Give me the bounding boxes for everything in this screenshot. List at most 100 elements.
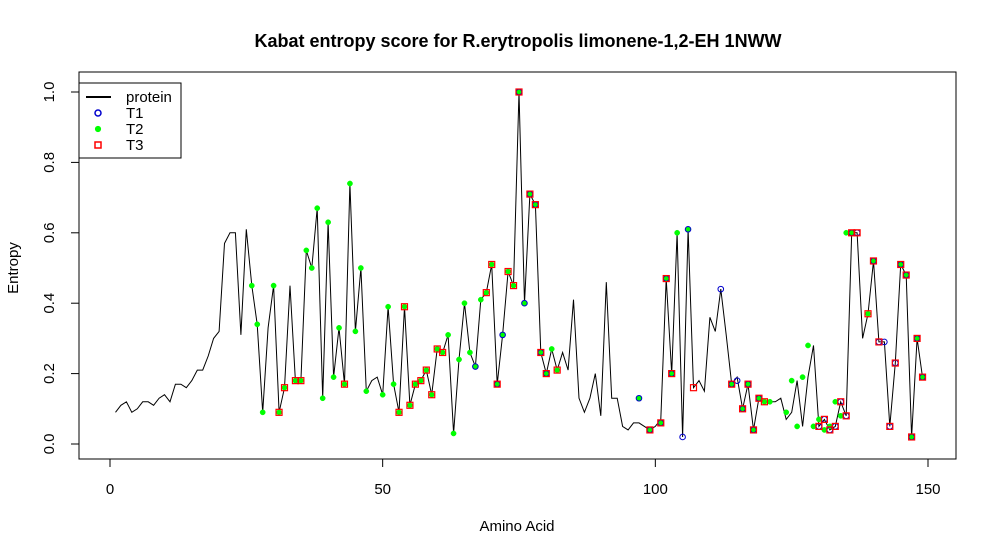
t3-point [837, 398, 845, 406]
t3-point [275, 408, 283, 416]
t1-point [717, 285, 725, 293]
t3-point [853, 229, 861, 237]
t3-point [515, 88, 523, 96]
t3-point [902, 271, 910, 279]
t2-point [450, 430, 457, 437]
t2-point [308, 265, 315, 271]
t2-point [358, 265, 364, 271]
legend-symbol-t3 [94, 141, 102, 149]
t3-point [526, 190, 534, 198]
t1-point [679, 433, 686, 441]
t1-series-points [472, 88, 926, 441]
legend-label-t1: T1 [126, 105, 144, 122]
y-tick-label: 0.6 [41, 222, 58, 243]
t2-point [439, 349, 446, 356]
t2-point [248, 282, 255, 289]
y-axis-label: Entropy [5, 242, 22, 294]
t2-point [428, 391, 435, 398]
y-tick-label: 0.8 [41, 152, 58, 173]
y-tick-label: 0.2 [41, 363, 58, 384]
t2-point [390, 381, 397, 388]
t3-point [760, 398, 769, 406]
y-tick-label: 0.4 [41, 293, 58, 314]
y-tick-label: 0.0 [41, 434, 58, 455]
t3-series-points [275, 88, 927, 441]
t2-point [816, 416, 822, 423]
t3-point [842, 412, 850, 420]
t2-point [325, 219, 331, 226]
t2-point [254, 321, 261, 328]
t3-point [509, 282, 518, 290]
t2-point [837, 412, 844, 419]
t3-point [749, 426, 758, 434]
t1-point [521, 299, 528, 307]
t3-point [886, 422, 894, 430]
x-axis-label: Amino Acid [479, 518, 554, 535]
t3-point [815, 422, 823, 430]
x-axis: 0 50 100 150 [106, 458, 941, 498]
x-tick-label: 0 [106, 481, 114, 498]
t2-point [461, 300, 468, 307]
t3-point [897, 260, 905, 269]
t2-point [396, 409, 402, 416]
t3-point [400, 303, 409, 311]
legend-label-t3: T3 [126, 137, 144, 154]
y-axis: 0.0 0.2 0.4 0.6 0.8 1.0 [41, 82, 80, 455]
t2-point [794, 423, 800, 430]
t3-point [504, 267, 512, 276]
t3-point [820, 415, 828, 423]
t2-point [445, 332, 451, 338]
t2-point [292, 377, 299, 384]
t3-point [482, 289, 490, 297]
t2-point [767, 398, 773, 405]
t3-point [744, 380, 752, 388]
t3-point [864, 310, 872, 318]
t3-point [395, 408, 403, 416]
t2-point [483, 289, 490, 296]
chart-title: Kabat entropy score for R.erytropolis li… [254, 31, 781, 51]
t3-point [831, 422, 839, 430]
t1-point [472, 363, 479, 370]
t2-point [554, 367, 561, 373]
t3-point [531, 201, 539, 209]
t2-point [783, 409, 790, 416]
t3-point [422, 366, 430, 374]
t2-point [761, 398, 768, 405]
t2-point [674, 229, 680, 236]
t3-point [537, 348, 545, 357]
legend-box [78, 82, 182, 159]
t2-point [319, 395, 326, 402]
t2-point [477, 296, 484, 303]
t2-point [341, 381, 348, 388]
protein-series-line [115, 91, 923, 438]
t2-point [417, 377, 424, 384]
legend-symbol-t1 [94, 109, 102, 117]
t3-point [891, 359, 899, 367]
t2-point [799, 374, 806, 380]
t2-point [412, 381, 419, 388]
t3-point [340, 380, 349, 388]
x-tick-label: 50 [374, 481, 391, 498]
x-tick-label: 100 [643, 481, 668, 498]
t3-point [657, 419, 665, 427]
t3-point [439, 348, 447, 357]
t2-point [347, 180, 353, 187]
t2-point [276, 409, 282, 416]
t3-point [646, 426, 654, 434]
t2-point [423, 367, 430, 373]
t2-point [303, 247, 310, 254]
t2-point [336, 324, 342, 331]
t2-point [352, 328, 359, 335]
t2-point [505, 268, 511, 275]
t2-point [467, 349, 473, 356]
t3-point [542, 370, 550, 378]
t2-point [330, 374, 337, 380]
t2-point [810, 423, 817, 430]
t2-point [434, 346, 441, 352]
t2-point [401, 303, 408, 310]
t2-point [488, 261, 495, 268]
t2-point [259, 409, 266, 416]
t2-point [314, 205, 321, 212]
